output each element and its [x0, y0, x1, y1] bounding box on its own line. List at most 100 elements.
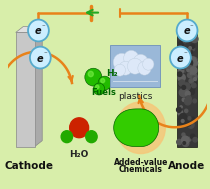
- Circle shape: [193, 137, 197, 142]
- Circle shape: [188, 84, 192, 88]
- Circle shape: [119, 61, 132, 75]
- Circle shape: [86, 131, 97, 143]
- Circle shape: [188, 122, 194, 128]
- Circle shape: [133, 54, 148, 70]
- Circle shape: [179, 89, 187, 96]
- Circle shape: [191, 47, 195, 51]
- Circle shape: [179, 53, 186, 60]
- Circle shape: [183, 68, 186, 72]
- Circle shape: [179, 114, 187, 121]
- Text: Added-value: Added-value: [113, 158, 168, 167]
- Circle shape: [186, 96, 191, 101]
- Circle shape: [182, 140, 189, 146]
- Circle shape: [191, 60, 197, 67]
- Circle shape: [182, 133, 185, 136]
- Circle shape: [178, 120, 182, 125]
- Circle shape: [184, 118, 191, 126]
- Circle shape: [88, 71, 93, 77]
- Circle shape: [182, 85, 186, 89]
- Circle shape: [181, 136, 189, 144]
- Circle shape: [186, 65, 193, 72]
- Circle shape: [191, 44, 195, 48]
- Circle shape: [177, 46, 183, 52]
- Circle shape: [181, 120, 184, 122]
- Circle shape: [127, 58, 143, 74]
- Circle shape: [187, 49, 190, 52]
- Bar: [177, 33, 197, 147]
- Circle shape: [194, 78, 197, 81]
- Circle shape: [183, 142, 186, 144]
- Circle shape: [190, 90, 194, 94]
- Text: ⁻: ⁻: [41, 25, 45, 30]
- Circle shape: [192, 60, 197, 65]
- Circle shape: [189, 79, 193, 83]
- Circle shape: [185, 91, 190, 96]
- Circle shape: [191, 35, 198, 43]
- Circle shape: [180, 64, 185, 69]
- Circle shape: [178, 41, 184, 46]
- Text: H₂: H₂: [106, 69, 117, 78]
- Circle shape: [177, 139, 182, 145]
- Circle shape: [188, 84, 195, 92]
- Circle shape: [185, 67, 188, 70]
- Circle shape: [143, 58, 154, 70]
- Text: e: e: [177, 53, 184, 64]
- Circle shape: [179, 80, 185, 86]
- Circle shape: [188, 73, 192, 78]
- Circle shape: [183, 40, 186, 43]
- Bar: [110, 45, 160, 87]
- Circle shape: [98, 76, 111, 90]
- Circle shape: [186, 50, 191, 55]
- Polygon shape: [35, 26, 42, 147]
- Circle shape: [182, 89, 188, 96]
- Circle shape: [178, 72, 182, 76]
- Circle shape: [177, 62, 182, 67]
- Circle shape: [193, 99, 196, 103]
- Circle shape: [186, 59, 193, 67]
- Circle shape: [182, 98, 185, 101]
- Circle shape: [177, 63, 181, 66]
- Text: e: e: [35, 26, 42, 36]
- Circle shape: [185, 109, 188, 112]
- Circle shape: [177, 19, 197, 41]
- Circle shape: [178, 81, 184, 87]
- Circle shape: [178, 110, 182, 115]
- Circle shape: [124, 50, 139, 66]
- Circle shape: [186, 69, 189, 72]
- Text: Anode: Anode: [168, 160, 206, 170]
- Circle shape: [138, 61, 151, 75]
- Circle shape: [180, 52, 185, 56]
- Circle shape: [193, 76, 194, 78]
- Circle shape: [178, 57, 183, 62]
- Text: plastics: plastics: [118, 92, 152, 101]
- Circle shape: [190, 50, 193, 54]
- Circle shape: [187, 51, 189, 54]
- Circle shape: [116, 102, 165, 154]
- Circle shape: [192, 57, 197, 62]
- Text: Fuels: Fuels: [91, 88, 116, 97]
- Circle shape: [178, 74, 185, 81]
- Circle shape: [180, 106, 182, 108]
- Text: ⁻: ⁻: [43, 52, 47, 58]
- Text: Cathode: Cathode: [4, 160, 54, 170]
- Circle shape: [183, 51, 189, 57]
- Circle shape: [61, 131, 72, 143]
- Circle shape: [178, 68, 184, 74]
- Circle shape: [184, 53, 190, 60]
- Circle shape: [187, 137, 191, 141]
- Circle shape: [189, 57, 196, 64]
- Circle shape: [179, 121, 184, 127]
- Circle shape: [189, 47, 191, 49]
- Text: ⁻: ⁻: [190, 25, 194, 30]
- Circle shape: [192, 74, 197, 80]
- Circle shape: [178, 118, 182, 123]
- Bar: [16, 33, 35, 147]
- Circle shape: [185, 53, 190, 59]
- Text: e: e: [184, 26, 190, 36]
- Polygon shape: [16, 26, 42, 33]
- Circle shape: [170, 47, 191, 68]
- Circle shape: [183, 51, 187, 55]
- Circle shape: [191, 117, 195, 121]
- Circle shape: [192, 83, 196, 88]
- Circle shape: [177, 107, 181, 112]
